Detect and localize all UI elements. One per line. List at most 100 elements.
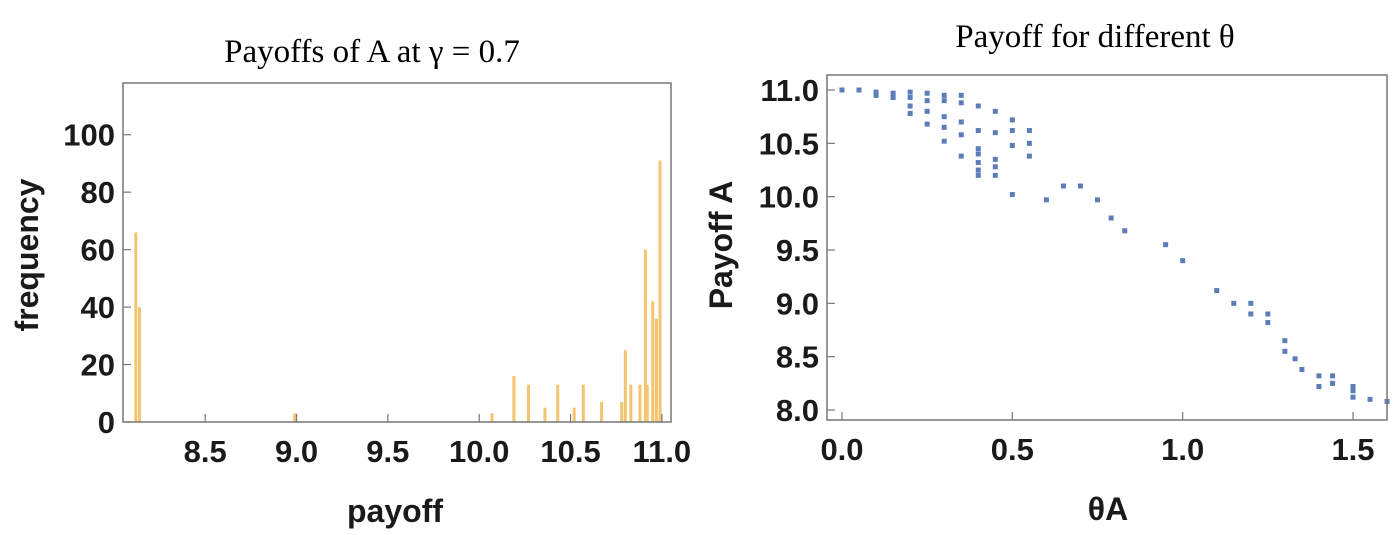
scatter-point [890, 94, 896, 100]
scatter-point [975, 172, 981, 178]
histogram-bar [638, 384, 642, 422]
y-tick-label: 11.0 [760, 73, 819, 108]
histogram-bar [512, 376, 516, 422]
histogram-bar [654, 318, 658, 422]
scatter-point [873, 92, 879, 98]
scatter-point [856, 87, 862, 93]
y-tick-label: 80 [81, 175, 115, 210]
scatter-point [1350, 394, 1356, 400]
scatter-point [1330, 380, 1336, 386]
y-tick-label: 8.5 [776, 340, 819, 375]
scatter-point [1292, 356, 1298, 362]
scatter-point [907, 103, 913, 109]
x-tick-label: 8.5 [184, 434, 227, 469]
scatter-point [907, 89, 913, 95]
scatter-point [1282, 348, 1288, 354]
x-tick-label: 0.5 [991, 432, 1034, 467]
scatter-x-ticks: 0.0 0.5 1.0 1.5 [820, 412, 1375, 467]
scatter-point [975, 151, 981, 157]
scatter-point [1122, 228, 1128, 234]
x-tick-label: 9.5 [366, 434, 409, 469]
scatter-point [958, 119, 964, 125]
y-tick-label: 10.5 [759, 126, 819, 161]
scatter-point [1367, 396, 1373, 402]
scatter-point [924, 108, 930, 114]
scatter-point [907, 94, 913, 100]
scatter-title: Payoff for different θ [955, 19, 1234, 55]
histogram-bar [293, 413, 297, 422]
scatter-point [941, 114, 947, 120]
histogram-y-label: frequency [9, 178, 45, 331]
y-tick-label: 0 [98, 405, 115, 440]
histogram-x-ticks: 8.5 9.0 9.5 10.0 10.5 11.0 [184, 414, 691, 469]
scatter-point [1231, 300, 1237, 306]
scatter-point [1026, 153, 1032, 159]
scatter-x-label: θA [1088, 491, 1128, 527]
scatter-chart: Payoff for different θ 8.0 8.5 9.0 9.5 10.0 1… [703, 19, 1390, 527]
scatter-point [890, 90, 896, 96]
y-tick-label: 20 [81, 348, 115, 383]
scatter-points [839, 87, 1390, 404]
scatter-point [992, 172, 998, 178]
scatter-point [924, 121, 930, 127]
scatter-point [1248, 311, 1254, 317]
scatter-point [1026, 128, 1032, 134]
scatter-point [1163, 242, 1169, 248]
scatter-point [1009, 128, 1015, 134]
histogram-bars [134, 160, 662, 422]
scatter-point [992, 108, 998, 114]
scatter-point [924, 90, 930, 96]
scatter-point [958, 132, 964, 138]
scatter-point [975, 146, 981, 152]
scatter-frame [826, 74, 1388, 421]
y-tick-label: 8.0 [776, 393, 819, 428]
scatter-point [1180, 258, 1186, 264]
histogram-bar [543, 407, 547, 422]
scatter-point [1026, 140, 1032, 146]
x-tick-label: 1.5 [1331, 432, 1374, 467]
y-tick-label: 9.5 [776, 233, 819, 268]
scatter-point [1299, 366, 1305, 372]
scatter-point [1060, 183, 1066, 189]
histogram-chart: Payoffs of A at γ = 0.7 0 20 40 60 80 100 8.5… [9, 34, 691, 529]
histogram-bar [527, 384, 531, 422]
scatter-point [1265, 311, 1271, 317]
histogram-bar [556, 384, 560, 422]
y-tick-label: 60 [81, 233, 115, 268]
histogram-frame [122, 82, 672, 423]
scatter-point [1350, 388, 1356, 394]
histogram-bar [137, 307, 141, 422]
histogram-bar [134, 232, 138, 422]
histogram-bar [643, 249, 647, 422]
scatter-point [975, 160, 981, 166]
scatter-point [941, 138, 947, 144]
histogram-bar [651, 301, 655, 422]
histogram-bar [490, 413, 494, 422]
histogram-bar [581, 384, 585, 422]
scatter-point [975, 103, 981, 109]
scatter-point [1330, 373, 1336, 379]
scatter-point [839, 87, 845, 93]
x-tick-label: 9.0 [275, 434, 318, 469]
histogram-bar [645, 384, 649, 422]
scatter-point [1265, 320, 1271, 326]
histogram-bar [623, 350, 627, 422]
histogram-bar [658, 160, 662, 422]
scatter-point [1316, 384, 1322, 390]
scatter-point [924, 98, 930, 104]
scatter-point [1009, 117, 1015, 123]
scatter-point [1108, 215, 1114, 221]
scatter-point [1077, 183, 1083, 189]
y-tick-label: 40 [81, 290, 115, 325]
scatter-point [873, 89, 879, 95]
histogram-bar [629, 384, 633, 422]
scatter-point [958, 100, 964, 106]
scatter-point [941, 124, 947, 130]
scatter-point [1214, 288, 1220, 294]
scatter-y-ticks: 8.0 8.5 9.0 9.5 10.0 10.5 11.0 [759, 73, 835, 428]
scatter-point [958, 92, 964, 98]
scatter-point [907, 110, 913, 116]
y-tick-label: 100 [63, 118, 115, 153]
x-tick-label: 1.0 [1161, 432, 1204, 467]
scatter-y-label: Payoff A [703, 181, 739, 310]
